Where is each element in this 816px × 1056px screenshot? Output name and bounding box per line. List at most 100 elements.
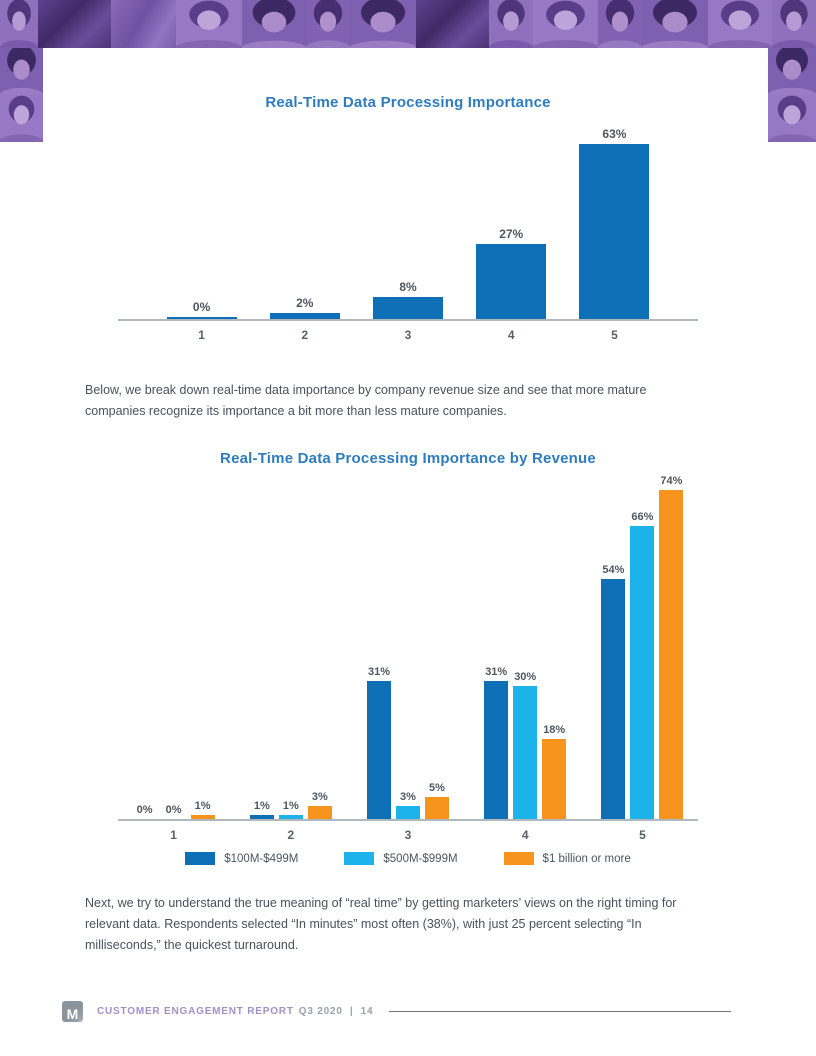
legend-item: $100M-$499M: [185, 852, 298, 865]
category-group: 27%: [460, 227, 563, 319]
bar-with-label: 54%: [601, 564, 626, 819]
chart-title: Real-Time Data Processing Importance: [265, 94, 551, 111]
left-photo-strip: [0, 48, 43, 142]
portrait-photo: [642, 0, 709, 48]
portrait-photo: [708, 0, 772, 48]
bar-with-label: 66%: [630, 511, 655, 819]
value-label: 0%: [136, 804, 153, 816]
portrait-photo: [0, 0, 38, 48]
bar: [396, 806, 420, 819]
page-content: Real-Time Data Processing Importance 0% 2…: [85, 48, 731, 956]
category-group: 0%: [150, 300, 253, 319]
body-paragraph: Next, we try to understand the true mean…: [85, 896, 677, 952]
hands-photo: [110, 0, 177, 48]
category-group: 8%: [356, 280, 459, 319]
bar-with-label: 1%: [278, 800, 303, 819]
bar-with-label: 1%: [190, 800, 215, 819]
bar: [269, 313, 340, 319]
plot-area: 0% 2% 8% 27% 63%: [85, 127, 731, 319]
bar: [542, 739, 567, 819]
right-photo-strip: [768, 48, 816, 142]
bar: [484, 681, 509, 819]
bar: [659, 490, 684, 819]
bar-with-label: 27%: [476, 227, 547, 319]
bar: [249, 815, 274, 819]
x-axis-ticks: 1 2 3 4 5: [85, 321, 731, 342]
x-axis-line: [118, 819, 698, 821]
x-tick-label: 5: [639, 828, 646, 842]
x-tick-label: 1: [198, 328, 205, 342]
logo-letter: M: [66, 1006, 79, 1022]
value-label: 63%: [602, 127, 627, 141]
bar-with-label: 2%: [269, 296, 340, 319]
legend-label: $1 billion or more: [542, 852, 631, 865]
legend-item: $1 billion or more: [503, 852, 631, 865]
value-label: 31%: [367, 666, 391, 678]
portrait-photo: [241, 0, 306, 48]
bar-with-label: 8%: [373, 280, 443, 319]
bar: [373, 297, 443, 319]
portrait-photo: [176, 0, 242, 48]
bar: [278, 815, 303, 819]
value-label: 1%: [253, 800, 270, 812]
value-label: 66%: [631, 511, 654, 523]
chart-importance-by-revenue: Real-Time Data Processing Importance by …: [85, 450, 731, 865]
x-tick-label: 3: [404, 828, 412, 842]
bar-with-label: 0%: [133, 804, 157, 819]
bar-with-label: 3%: [396, 791, 420, 819]
bar-with-label: 0%: [166, 300, 237, 319]
header-photo-collage: [0, 0, 816, 48]
x-tick-label: 3: [404, 328, 412, 342]
value-label: 8%: [399, 280, 417, 294]
bar-with-label: 31%: [484, 666, 509, 819]
bar-with-label: 5%: [425, 782, 449, 819]
value-label: 2%: [296, 296, 314, 310]
portrait-photo: [0, 48, 43, 95]
bar-with-label: 0%: [162, 804, 186, 819]
x-tick-label: 1: [170, 828, 177, 842]
bar: [190, 815, 215, 819]
value-label: 31%: [485, 666, 508, 678]
legend-label: $500M-$999M: [383, 852, 458, 865]
portrait-photo: [488, 0, 533, 48]
body-paragraph: Below, we break down real-time data impo…: [85, 383, 647, 418]
x-axis-line: [118, 319, 698, 321]
category-group: 0% 0% 1%: [115, 800, 232, 819]
legend-label: $100M-$499M: [224, 852, 299, 865]
bar: [166, 317, 237, 319]
value-label: 1%: [282, 800, 299, 812]
portrait-photo: [532, 0, 599, 48]
category-group: 2%: [253, 296, 356, 319]
value-label: 27%: [499, 227, 524, 241]
category-group: 1% 1% 3%: [232, 791, 349, 819]
bar: [367, 681, 391, 819]
bar: [601, 579, 626, 819]
value-label: 18%: [543, 724, 566, 736]
x-tick-label: 4: [521, 828, 529, 842]
portrait-photo: [768, 95, 816, 142]
portrait-photo: [349, 0, 416, 48]
value-label: 0%: [165, 804, 182, 816]
bar: [630, 526, 655, 819]
value-label: 3%: [400, 791, 416, 803]
plot-area: 0% 0% 1% 1% 1% 3% 31% 3% 5% 31% 30% 18% 54% 66% 74%: [85, 473, 731, 819]
portrait-photo: [305, 0, 350, 48]
brand-logo: M: [62, 1001, 83, 1022]
legend: $100M-$499M $500M-$999M $1 billion or more: [85, 852, 731, 865]
bar: [513, 686, 538, 819]
footer-issue-page: Q3 2020 | 14: [298, 1006, 374, 1017]
value-label: 30%: [514, 671, 537, 683]
bar: [425, 797, 449, 819]
category-group: 31% 3% 5%: [349, 666, 466, 819]
chart-title: Real-Time Data Processing Importance by …: [220, 450, 596, 467]
bar-with-label: 30%: [513, 671, 538, 819]
x-tick-label: 2: [301, 328, 309, 342]
bar: [307, 806, 332, 819]
page-footer: M CUSTOMER ENGAGEMENT REPORT Q3 2020 | 1…: [62, 1001, 731, 1022]
bar-with-label: 18%: [542, 724, 567, 819]
bar: [476, 244, 547, 319]
bar-with-label: 74%: [659, 475, 684, 819]
footer-report-title: CUSTOMER ENGAGEMENT REPORT: [97, 1006, 294, 1017]
x-tick-label: 2: [287, 828, 295, 842]
